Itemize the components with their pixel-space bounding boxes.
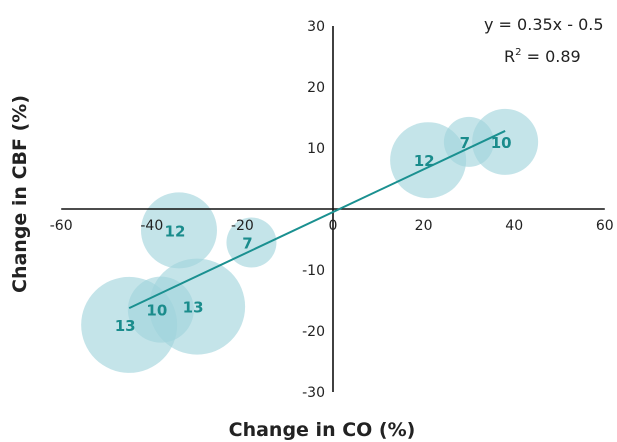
x-tick-label: -20 — [231, 218, 254, 234]
y-tick-label: 10 — [307, 141, 325, 157]
axes-layer: -60 -40 -20 0 20 40 60 -30 -20 -10 10 20 30 — [50, 19, 614, 401]
bubble-4 — [140, 192, 217, 269]
y-tick-label: -30 — [302, 385, 325, 401]
bubble-label-4: 12 — [165, 222, 186, 240]
bubble-label-3: 10 — [491, 134, 512, 152]
bubble-label-6: 13 — [115, 317, 136, 335]
trendline — [128, 130, 506, 310]
x-tick-label: 0 — [329, 218, 338, 234]
y-tick-label: 30 — [307, 19, 325, 35]
x-tick-label: 40 — [505, 218, 523, 234]
bubble-label-5: 7 — [242, 235, 252, 253]
x-tick-label: -60 — [50, 218, 73, 234]
bubble-label-1: 12 — [414, 152, 435, 170]
x-tick-label: 60 — [596, 218, 614, 234]
bubble-label-2: 7 — [460, 134, 470, 152]
y-tick-label: -10 — [302, 263, 325, 279]
bubble-3 — [472, 108, 539, 175]
x-axis-title: Change in CO (%) — [229, 419, 416, 441]
trendline-equation: y = 0.35x - 0.5 — [484, 15, 604, 34]
y-axis-title: Change in CBF (%) — [9, 95, 31, 293]
bubbles-layer — [81, 108, 539, 373]
bubble-5 — [226, 217, 277, 268]
y-tick-label: 20 — [307, 80, 325, 96]
y-tick-label: -20 — [302, 324, 325, 340]
x-tick-label: 20 — [415, 218, 433, 234]
bubble-label-8: 13 — [183, 299, 204, 317]
x-tick-label: -40 — [140, 218, 163, 234]
r-squared-label: R2 = 0.89 — [504, 47, 581, 66]
labels-layer: 12 7 10 12 7 13 10 13 — [115, 134, 512, 335]
bubble-label-7: 10 — [146, 302, 167, 320]
trend-layer — [128, 130, 506, 310]
bubble-8 — [149, 258, 246, 355]
